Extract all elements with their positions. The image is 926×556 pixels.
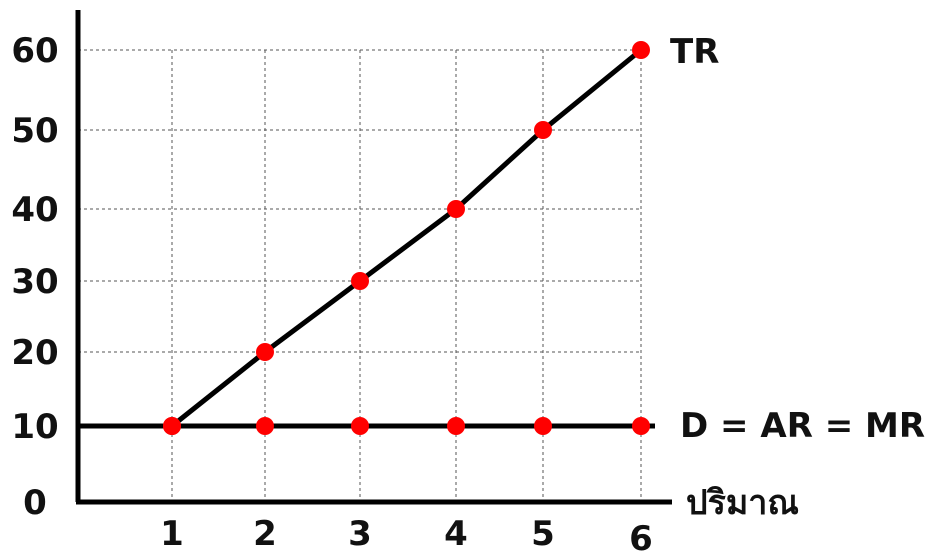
point-mr-3 [351, 417, 369, 435]
point-tr-2 [256, 343, 274, 361]
point-mr-5 [534, 417, 552, 435]
x-tick-label-6: 6 [629, 519, 653, 556]
series-label-tr: TR [670, 32, 719, 72]
x-tick-label-4: 4 [444, 514, 468, 554]
y-tick-label-60: 60 [11, 31, 58, 71]
x-tick-label-3: 3 [348, 514, 372, 554]
y-tick-label-10: 10 [11, 407, 58, 447]
point-mr-4 [447, 417, 465, 435]
y-tick-label-0: 0 [23, 483, 47, 523]
x-tick-label-2: 2 [253, 514, 277, 554]
y-tick-label-30: 30 [11, 262, 58, 302]
point-tr-6 [632, 41, 650, 59]
x-tick-label-5: 5 [531, 514, 555, 554]
y-tick-label-20: 20 [11, 333, 58, 373]
point-tr-4 [447, 200, 465, 218]
point-mr-6 [632, 417, 650, 435]
point-tr-3 [351, 272, 369, 290]
series-label-mr: D = AR = MR [680, 406, 925, 446]
series-line-tr [169, 47, 644, 429]
y-tick-label-50: 50 [11, 111, 58, 151]
point-mr-2 [256, 417, 274, 435]
point-tr-5 [534, 121, 552, 139]
y-tick-label-40: 40 [11, 190, 58, 230]
point-tr-1 [163, 417, 181, 435]
x-axis-label: ปริมาณ [686, 483, 799, 523]
x-tick-label-1: 1 [160, 514, 184, 554]
